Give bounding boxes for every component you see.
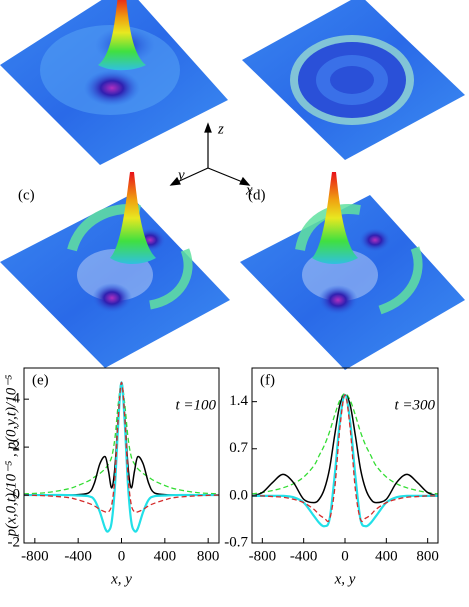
x-tick-label: -400 — [290, 548, 318, 564]
annotation: t =300 — [394, 397, 435, 413]
x-tick-label: -400 — [64, 548, 92, 564]
surface-a — [0, 0, 228, 165]
y-tick-label: 1.4 — [229, 393, 248, 409]
data-line — [252, 394, 438, 523]
y-tick-label: 2 — [13, 439, 21, 455]
axis-letter: z — [217, 121, 224, 137]
y-tick-label: 4 — [13, 391, 21, 407]
y-tick-label: 0.7 — [229, 440, 248, 456]
x-tick-label: 800 — [197, 548, 220, 564]
plot-frame — [23, 367, 220, 544]
x-tick-label: 400 — [375, 548, 398, 564]
x-tick-label: 400 — [154, 548, 177, 564]
x-tick-label: -800 — [249, 548, 277, 564]
data-line — [252, 392, 438, 495]
panel-label: (e) — [32, 372, 49, 388]
x-tick-label: -800 — [21, 548, 49, 564]
surface-b — [242, 0, 465, 160]
axis-triad — [169, 122, 251, 186]
annotation: t =100 — [175, 397, 216, 413]
data-line — [24, 381, 219, 514]
x-axis-label: x, y — [110, 571, 132, 587]
y-tick-label: 0.0 — [229, 487, 248, 503]
panel-label: (c) — [18, 187, 35, 203]
axis-letter: y — [176, 167, 185, 183]
surface-c — [0, 172, 230, 368]
y-tick-label: 0 — [13, 486, 21, 502]
panel-label: (d) — [248, 187, 266, 203]
x-tick-label: 800 — [416, 548, 439, 564]
data-line — [252, 393, 438, 528]
panel-label: (f) — [260, 372, 275, 388]
x-tick-label: 0 — [341, 548, 349, 564]
y-tick-label: -0.7 — [224, 534, 248, 550]
surface-d — [240, 172, 465, 370]
axis-letter: x — [245, 182, 253, 198]
x-tick-label: 0 — [118, 548, 126, 564]
y-tick-label: -2 — [8, 534, 21, 550]
x-axis-label: x, y — [334, 571, 356, 587]
y-axis-label: p(x,0,t)/10⁻⁵ , p(0,y,t)/10⁻⁵ — [3, 375, 19, 538]
